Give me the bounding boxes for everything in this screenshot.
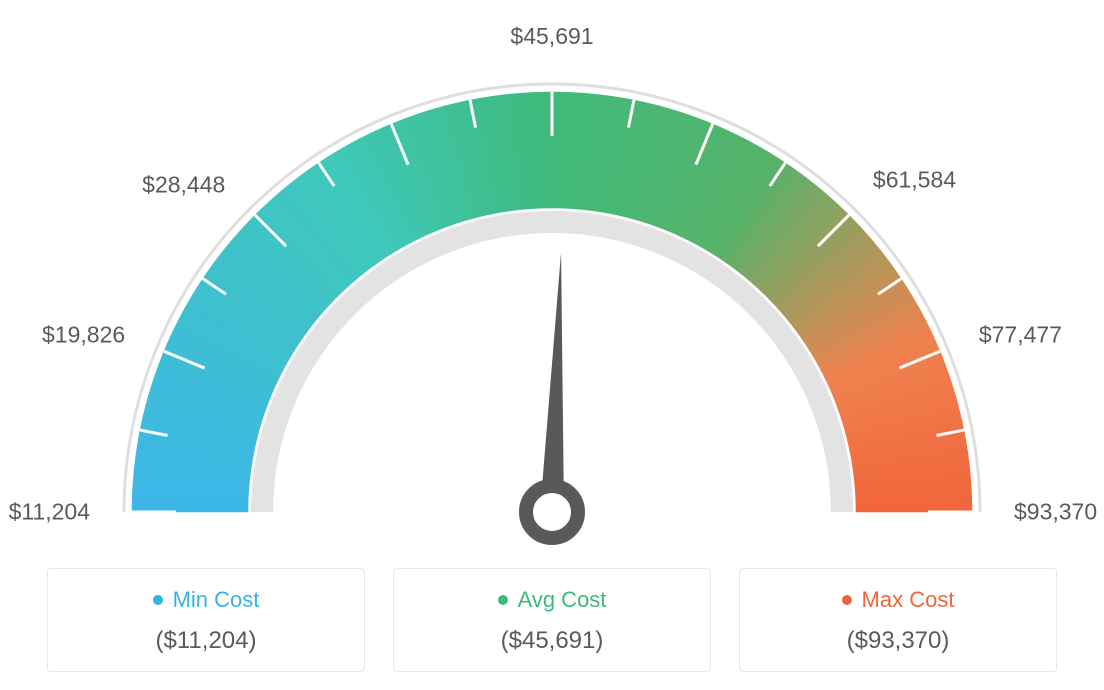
legend-value-max: ($93,370) [750, 627, 1046, 655]
legend-value-min: ($11,204) [58, 627, 354, 655]
legend-label-avg: Avg Cost [498, 587, 607, 613]
legend-box-min: Min Cost ($11,204) [47, 568, 365, 672]
legend-label-min-text: Min Cost [173, 587, 260, 613]
legend-row: Min Cost ($11,204) Avg Cost ($45,691) Ma… [0, 568, 1104, 672]
gauge-scale-label: $45,691 [510, 23, 593, 50]
legend-box-avg: Avg Cost ($45,691) [393, 568, 711, 672]
gauge-scale-label: $11,204 [9, 499, 90, 526]
legend-label-avg-text: Avg Cost [518, 587, 607, 613]
legend-label-max-text: Max Cost [862, 587, 955, 613]
gauge-scale-label: $28,448 [142, 172, 225, 199]
legend-value-avg: ($45,691) [404, 627, 700, 655]
legend-label-min: Min Cost [153, 587, 260, 613]
gauge-scale-label: $77,477 [979, 322, 1062, 349]
gauge-svg [0, 0, 1104, 560]
legend-dot-max [842, 595, 852, 605]
gauge-scale-label: $93,370 [1014, 499, 1097, 526]
gauge-area: $11,204 $19,826 $28,448 $45,691 $61,584 $77,4… [0, 0, 1104, 560]
legend-dot-min [153, 595, 163, 605]
gauge-scale-label: $19,826 [42, 322, 125, 349]
gauge-needle-hub [526, 486, 578, 538]
legend-dot-avg [498, 595, 508, 605]
legend-label-max: Max Cost [842, 587, 955, 613]
legend-box-max: Max Cost ($93,370) [739, 568, 1057, 672]
gauge-scale-label: $61,584 [873, 166, 956, 193]
gauge-needle [540, 252, 564, 512]
gauge-chart-container: $11,204 $19,826 $28,448 $45,691 $61,584 $77,4… [0, 0, 1104, 690]
